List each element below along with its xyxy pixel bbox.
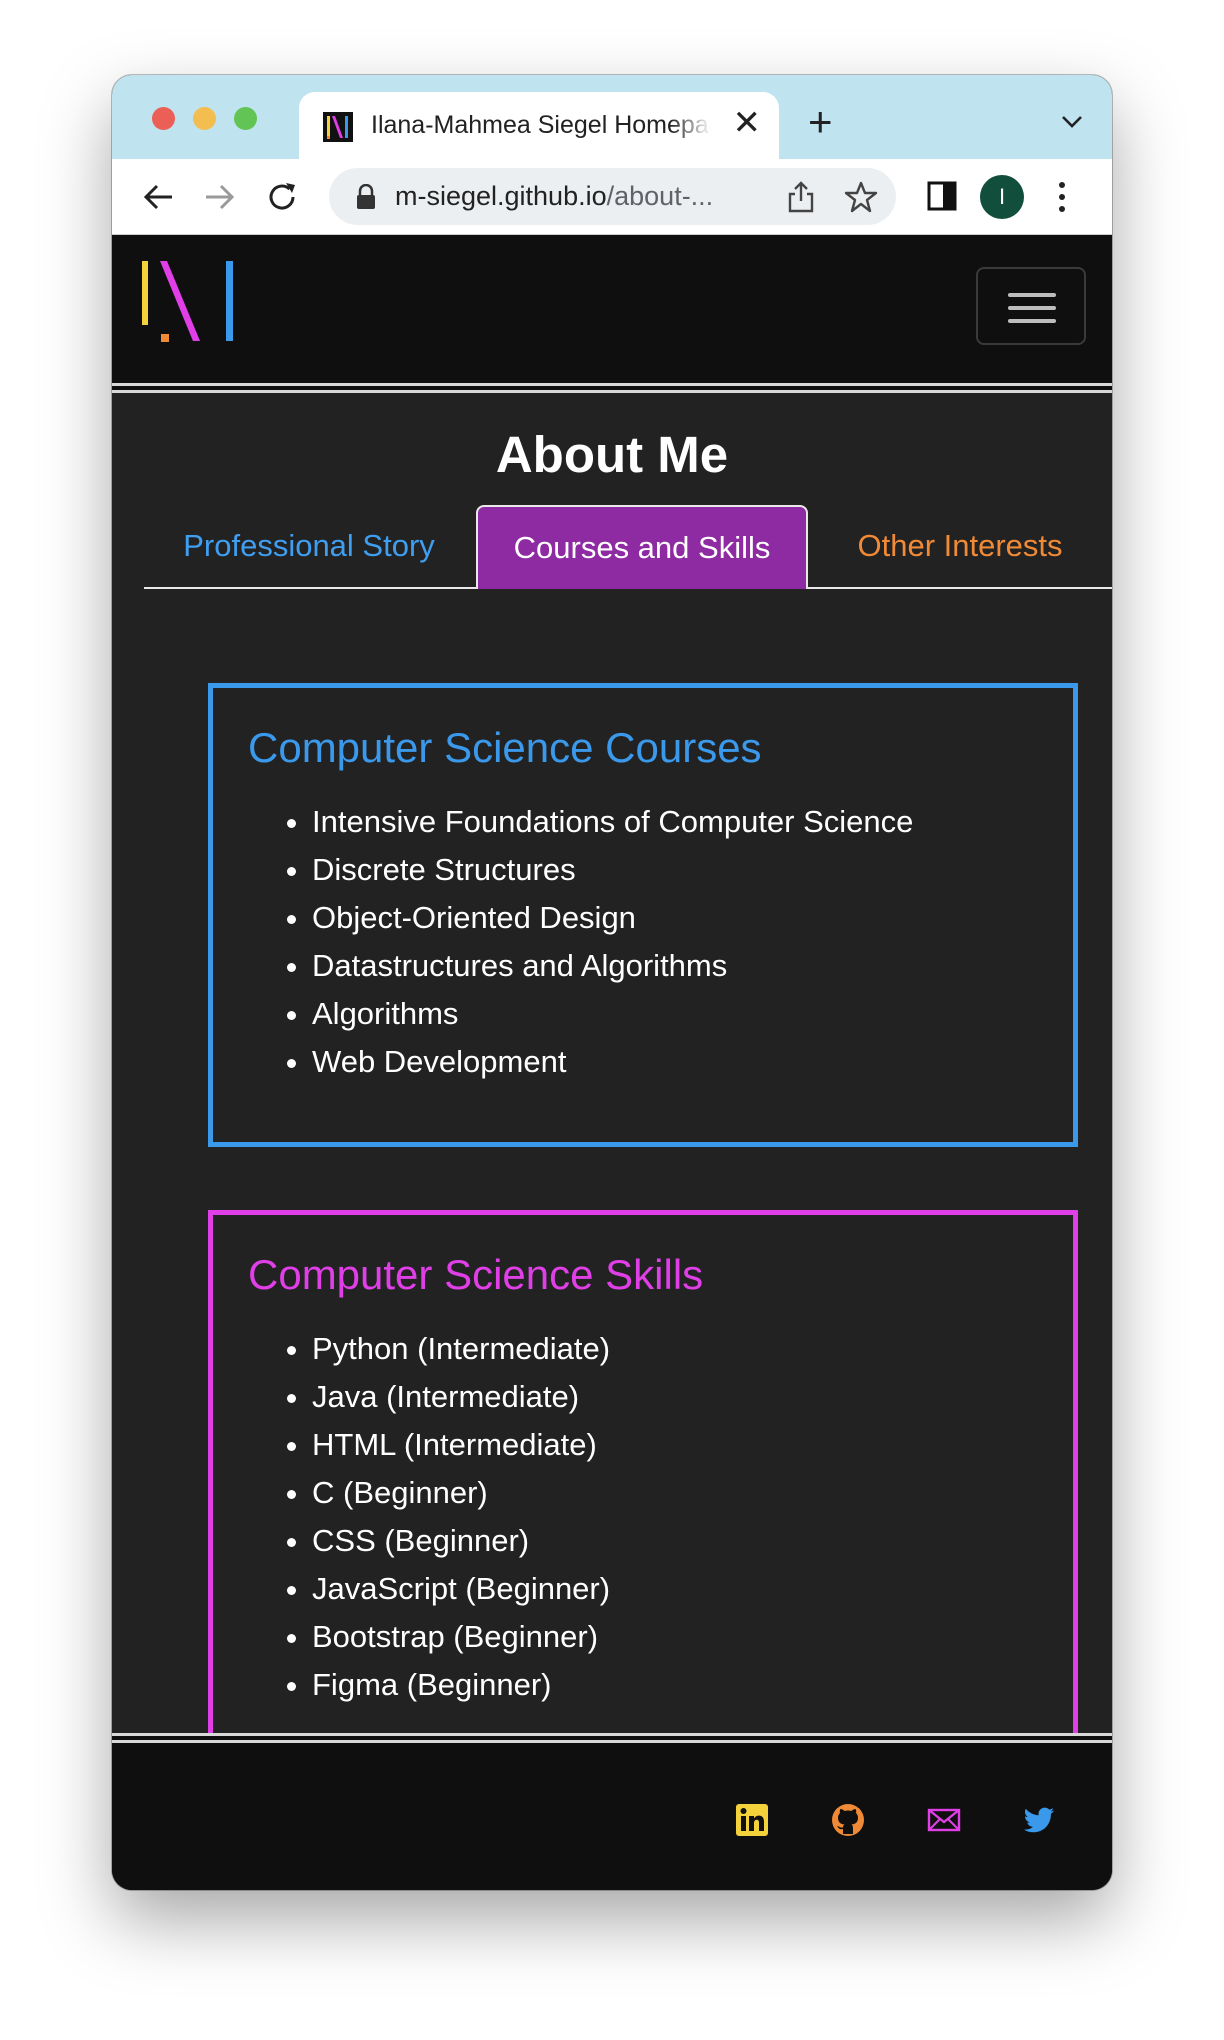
tab-other-interests[interactable]: Other Interests [857,528,1063,563]
linkedin-icon[interactable] [735,1803,769,1837]
list-item: Java (Intermediate) [312,1373,610,1421]
list-item: Python (Intermediate) [312,1325,610,1373]
list-item: CSS (Beginner) [312,1517,610,1565]
lock-icon [357,184,375,209]
browser-toolbar: m-siegel.github.io/about-... I [112,159,1112,235]
hamburger-line [1008,319,1056,323]
site-favicon-icon [323,112,353,142]
courses-list: Intensive Foundations of Computer Scienc… [248,798,913,1086]
about-tabs: Professional Story Courses and Skills Ot… [144,505,1112,589]
hamburger-icon [1008,293,1056,297]
url-text: m-siegel.github.io/about-... [395,181,713,212]
list-item: JavaScript (Beginner) [312,1565,610,1613]
tab-strip: Ilana-Mahmea Siegel Homepage ✕ + [112,75,1112,159]
list-item: Datastructures and Algorithms [312,942,913,990]
list-item: HTML (Intermediate) [312,1421,610,1469]
zoom-window-button[interactable] [234,107,257,130]
twitter-icon[interactable] [1022,1803,1056,1837]
skills-list: Python (Intermediate) Java (Intermediate… [248,1325,610,1709]
more-menu-icon[interactable] [1057,177,1067,217]
url-host: m-siegel.github.io [395,181,607,211]
courses-heading: Computer Science Courses [248,724,762,771]
site-navbar [112,235,1112,383]
navbar-toggle-button[interactable] [976,267,1086,345]
site-footer [112,1743,1112,1890]
share-icon[interactable] [785,180,817,214]
list-item: Intensive Foundations of Computer Scienc… [312,798,913,846]
chevron-down-icon[interactable] [1060,109,1084,133]
courses-card: Computer Science Courses Intensive Found… [208,683,1078,1147]
site-logo-icon[interactable] [142,261,234,343]
browser-window: Ilana-Mahmea Siegel Homepage ✕ + m-siege… [112,75,1112,1890]
github-icon[interactable] [831,1803,865,1837]
list-item: Bootstrap (Beginner) [312,1613,610,1661]
list-item: Figma (Beginner) [312,1661,610,1709]
footer-divider [112,1733,1112,1743]
forward-arrow-icon[interactable] [200,177,240,217]
tab-professional-story[interactable]: Professional Story [183,528,435,563]
close-window-button[interactable] [152,107,175,130]
list-item: Algorithms [312,990,913,1038]
page-title: About Me [495,426,729,483]
list-item: Web Development [312,1038,913,1086]
skills-heading: Computer Science Skills [248,1251,704,1298]
bookmark-star-icon[interactable] [844,180,878,214]
list-item: C (Beginner) [312,1469,610,1517]
email-icon[interactable] [927,1803,961,1837]
address-bar[interactable]: m-siegel.github.io/about-... [329,168,896,225]
navbar-divider [112,383,1112,393]
new-tab-button[interactable]: + [808,98,833,145]
tab-title: Ilana-Mahmea Siegel Homepage [371,111,711,139]
list-item: Object-Oriented Design [312,894,913,942]
tab-courses-and-skills[interactable]: Courses and Skills [476,505,808,589]
profile-avatar[interactable]: I [980,175,1024,219]
back-arrow-icon[interactable] [138,177,178,217]
side-panel-icon[interactable] [927,181,957,211]
reload-icon[interactable] [262,177,302,217]
minimize-window-button[interactable] [193,107,216,130]
web-page: About Me Professional Story Courses and … [112,235,1112,1890]
list-item: Discrete Structures [312,846,913,894]
browser-tab[interactable]: Ilana-Mahmea Siegel Homepage ✕ [299,92,779,159]
tab-close-icon[interactable]: ✕ [732,104,762,142]
url-path: /about-... [606,181,714,211]
hamburger-line [1008,306,1056,310]
